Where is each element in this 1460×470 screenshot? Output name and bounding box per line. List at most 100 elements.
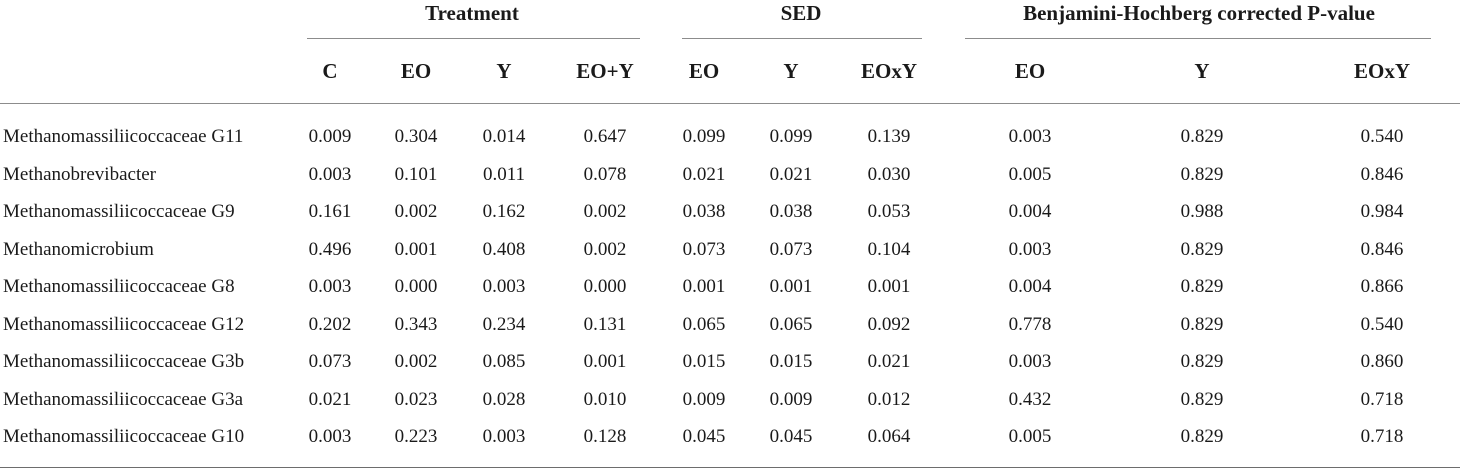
table-cell: 0.005	[1008, 164, 1052, 185]
column-header: Y	[1194, 59, 1210, 83]
table-cell: 0.004	[1008, 201, 1052, 222]
table-cell: 0.829	[1180, 426, 1224, 447]
column-header: EO	[688, 59, 720, 83]
table-cell: 0.009	[308, 126, 352, 147]
table-cell: 0.829	[1180, 126, 1224, 147]
column-header: EO	[1014, 59, 1046, 83]
table-cell: 0.015	[682, 351, 726, 372]
table-cell: 0.099	[769, 126, 813, 147]
table-cell: 0.005	[1008, 426, 1052, 447]
row-label: Methanobrevibacter	[3, 164, 156, 185]
table-cell: 0.002	[583, 239, 627, 260]
table-cell: 0.012	[867, 389, 911, 410]
table-cell: 0.128	[583, 426, 627, 447]
table-cell: 0.023	[394, 389, 438, 410]
table-cell: 0.092	[867, 314, 911, 335]
row-label: Methanomicrobium	[3, 239, 154, 260]
column-header: Y	[496, 59, 512, 83]
table-cell: 0.829	[1180, 351, 1224, 372]
table-cell: 0.045	[682, 426, 726, 447]
table-cell: 0.432	[1008, 389, 1052, 410]
table-bottom-rule	[0, 467, 1460, 468]
row-label: Methanomassiliicoccaceae G10	[3, 426, 245, 447]
group-header-bh-pvalue: Benjamini-Hochberg corrected P-value	[1023, 1, 1375, 25]
table-cell: 0.003	[1008, 126, 1052, 147]
table-cell: 0.021	[308, 389, 352, 410]
column-header: EOxY	[1353, 59, 1411, 83]
column-header: C	[322, 59, 338, 83]
table-cell: 0.202	[308, 314, 352, 335]
table-cell: 0.003	[1008, 351, 1052, 372]
table-cell: 0.085	[482, 351, 526, 372]
group-rule-sed	[682, 38, 922, 39]
table-cell: 0.829	[1180, 314, 1224, 335]
table-cell: 0.004	[1008, 276, 1052, 297]
table-cell: 0.009	[769, 389, 813, 410]
table-cell: 0.073	[769, 239, 813, 260]
table-cell: 0.065	[769, 314, 813, 335]
table-cell: 0.829	[1180, 389, 1224, 410]
table-cell: 0.131	[583, 314, 627, 335]
table-cell: 0.003	[308, 426, 352, 447]
column-header: EOxY	[860, 59, 918, 83]
table-cell: 0.002	[394, 351, 438, 372]
table-cell: 0.829	[1180, 164, 1224, 185]
table-cell: 0.002	[394, 201, 438, 222]
group-header-sed: SED	[780, 1, 822, 25]
table-cell: 0.002	[583, 201, 627, 222]
table-cell: 0.001	[867, 276, 911, 297]
table-cell: 0.718	[1360, 426, 1404, 447]
table-cell: 0.038	[682, 201, 726, 222]
table-cell: 0.003	[308, 276, 352, 297]
table-cell: 0.846	[1360, 239, 1404, 260]
table-cell: 0.001	[682, 276, 726, 297]
table-cell: 0.540	[1360, 126, 1404, 147]
column-header: Y	[783, 59, 799, 83]
table-cell: 0.038	[769, 201, 813, 222]
table-cell: 0.003	[1008, 239, 1052, 260]
table-cell: 0.015	[769, 351, 813, 372]
table-cell: 0.014	[482, 126, 526, 147]
table-cell: 0.073	[682, 239, 726, 260]
table-cell: 0.343	[394, 314, 438, 335]
table-cell: 0.001	[583, 351, 627, 372]
group-rule-treatment	[307, 38, 640, 39]
table-cell: 0.223	[394, 426, 438, 447]
table-cell: 0.099	[682, 126, 726, 147]
table-cell: 0.001	[769, 276, 813, 297]
table-cell: 0.021	[769, 164, 813, 185]
table-cell: 0.003	[482, 276, 526, 297]
table-cell: 0.408	[482, 239, 526, 260]
table-cell: 0.161	[308, 201, 352, 222]
table-cell: 0.304	[394, 126, 438, 147]
table-cell: 0.162	[482, 201, 526, 222]
table-cell: 0.829	[1180, 276, 1224, 297]
column-header: EO	[400, 59, 432, 83]
table-cell: 0.065	[682, 314, 726, 335]
table-cell: 0.000	[583, 276, 627, 297]
table-cell: 0.011	[482, 164, 526, 185]
table-cell: 0.234	[482, 314, 526, 335]
table-cell: 0.540	[1360, 314, 1404, 335]
table-cell: 0.078	[583, 164, 627, 185]
table-cell: 0.053	[867, 201, 911, 222]
column-header: EO+Y	[576, 59, 634, 83]
table-cell: 0.045	[769, 426, 813, 447]
group-header-treatment: Treatment	[425, 1, 519, 25]
table-cell: 0.988	[1180, 201, 1224, 222]
table-cell: 0.000	[394, 276, 438, 297]
table-cell: 0.139	[867, 126, 911, 147]
table-cell: 0.647	[583, 126, 627, 147]
row-label: Methanomassiliicoccaceae G9	[3, 201, 235, 222]
table-cell: 0.718	[1360, 389, 1404, 410]
table-cell: 0.778	[1008, 314, 1052, 335]
table-cell: 0.866	[1360, 276, 1404, 297]
table-cell: 0.009	[682, 389, 726, 410]
group-rule-bh-pvalue	[965, 38, 1431, 39]
table-cell: 0.003	[308, 164, 352, 185]
row-label: Methanomassiliicoccaceae G11	[3, 126, 244, 147]
table-cell: 0.104	[867, 239, 911, 260]
table-cell: 0.984	[1360, 201, 1404, 222]
table-cell: 0.073	[308, 351, 352, 372]
